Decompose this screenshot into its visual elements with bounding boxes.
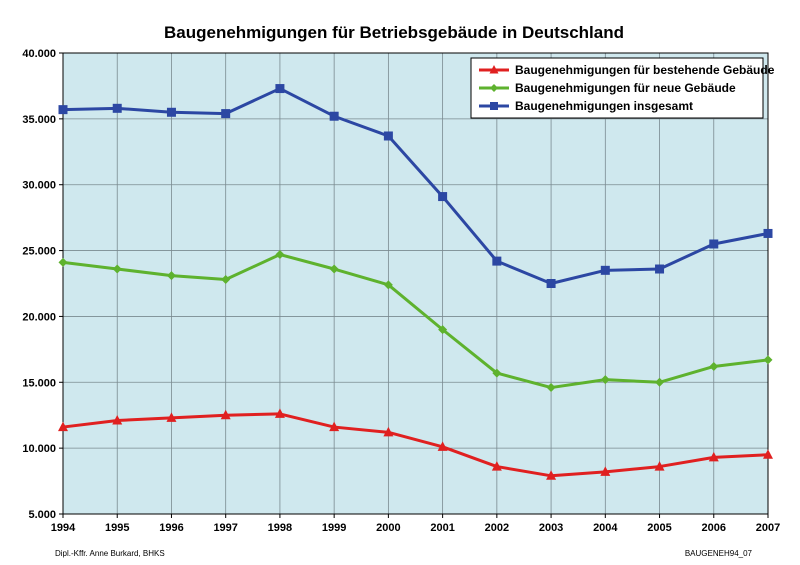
data-point <box>329 421 340 432</box>
data-point <box>329 111 339 121</box>
series <box>58 84 773 480</box>
y-tick-label: 10.000 <box>22 443 56 455</box>
data-point <box>763 355 773 365</box>
data-point <box>763 449 773 459</box>
y-tick-label: 30.000 <box>22 180 56 192</box>
x-tick-label: 1994 <box>51 522 76 534</box>
legend: Baugenehmigungen für bestehende Gebäude B… <box>470 57 775 119</box>
x-tick-label: 2000 <box>376 522 400 534</box>
data-point <box>166 412 177 422</box>
plot-border <box>62 52 769 515</box>
legend-label: Baugenehmigungen für neue Gebäude <box>515 81 736 95</box>
data-point <box>600 466 611 476</box>
data-point <box>274 408 285 418</box>
data-point <box>492 256 502 266</box>
data-point <box>329 264 339 274</box>
data-point <box>600 265 610 275</box>
legend-swatch-marker <box>490 102 498 110</box>
data-point <box>221 109 231 119</box>
data-point <box>383 280 393 290</box>
data-point <box>58 257 68 267</box>
x-tick-label: 1999 <box>322 522 346 534</box>
data-point <box>491 461 502 471</box>
data-point <box>438 192 448 202</box>
data-point <box>383 131 393 141</box>
x-tick-label: 2006 <box>702 522 726 534</box>
data-point <box>383 426 394 437</box>
data-point <box>654 461 665 471</box>
data-point <box>546 383 556 393</box>
x-tick-label: 1995 <box>105 522 129 534</box>
legend-box <box>470 57 764 119</box>
data-point <box>546 279 556 288</box>
legend-item: Baugenehmigungen insgesamt <box>479 99 693 113</box>
data-point <box>763 228 773 238</box>
legend-label: Baugenehmigungen für bestehende Gebäude <box>515 63 775 77</box>
series-line <box>62 253 769 390</box>
data-point <box>166 271 176 281</box>
data-point <box>708 451 719 462</box>
data-point <box>112 103 122 113</box>
data-point <box>709 239 719 249</box>
data-point <box>58 421 68 432</box>
y-tick-label: 25.000 <box>22 246 56 258</box>
y-tick-label: 5.000 <box>28 509 56 521</box>
data-point <box>437 441 448 451</box>
data-point <box>275 84 285 94</box>
series-diamond <box>58 250 773 393</box>
plot-area <box>63 53 768 514</box>
data-point <box>600 375 610 385</box>
footer-code: BAUGENEH94_07 <box>685 549 753 558</box>
data-point <box>112 264 122 274</box>
series-line <box>62 412 769 478</box>
x-tick-label: 2007 <box>756 522 780 534</box>
y-tick-label: 40.000 <box>22 48 56 60</box>
data-point <box>438 325 448 335</box>
data-point <box>655 377 665 387</box>
legend-swatch-marker <box>490 84 498 92</box>
legend-label: Baugenehmigungen insgesamt <box>515 99 693 113</box>
x-tick-label: 2002 <box>485 522 509 534</box>
axes: 5.000 10.000 15.000 20.000 25.000 30.000 35.00… <box>22 48 780 534</box>
legend-swatch-marker <box>489 65 499 74</box>
x-tick-label: 2001 <box>430 522 454 534</box>
y-tick-label: 15.000 <box>22 377 56 389</box>
data-point <box>655 264 665 274</box>
x-tick-label: 2005 <box>647 522 671 534</box>
series-triangle <box>58 408 773 480</box>
data-point <box>221 275 231 285</box>
series-square <box>58 84 773 288</box>
y-tick-label: 35.000 <box>22 114 56 126</box>
x-tick-label: 2003 <box>539 522 563 534</box>
footer-author: Dipl.-Kffr. Anne Burkard, BHKS <box>55 549 165 558</box>
data-point <box>112 414 123 425</box>
chart-title: Baugenehmigungen für Betriebsgebäude in … <box>164 23 624 42</box>
y-tick-label: 20.000 <box>22 311 56 323</box>
x-tick-label: 1998 <box>268 522 292 534</box>
data-point <box>546 470 557 480</box>
x-tick-label: 2004 <box>593 522 618 534</box>
x-tick-label: 1997 <box>213 522 237 534</box>
data-point <box>492 368 502 378</box>
legend-item: Baugenehmigungen für bestehende Gebäude <box>479 63 775 77</box>
data-point <box>275 250 285 260</box>
data-point <box>166 107 176 117</box>
data-point <box>220 409 231 420</box>
series-line <box>62 87 769 285</box>
data-point <box>58 105 68 115</box>
data-point <box>709 361 719 371</box>
legend-item: Baugenehmigungen für neue Gebäude <box>479 81 736 95</box>
x-tick-label: 1996 <box>159 522 183 534</box>
